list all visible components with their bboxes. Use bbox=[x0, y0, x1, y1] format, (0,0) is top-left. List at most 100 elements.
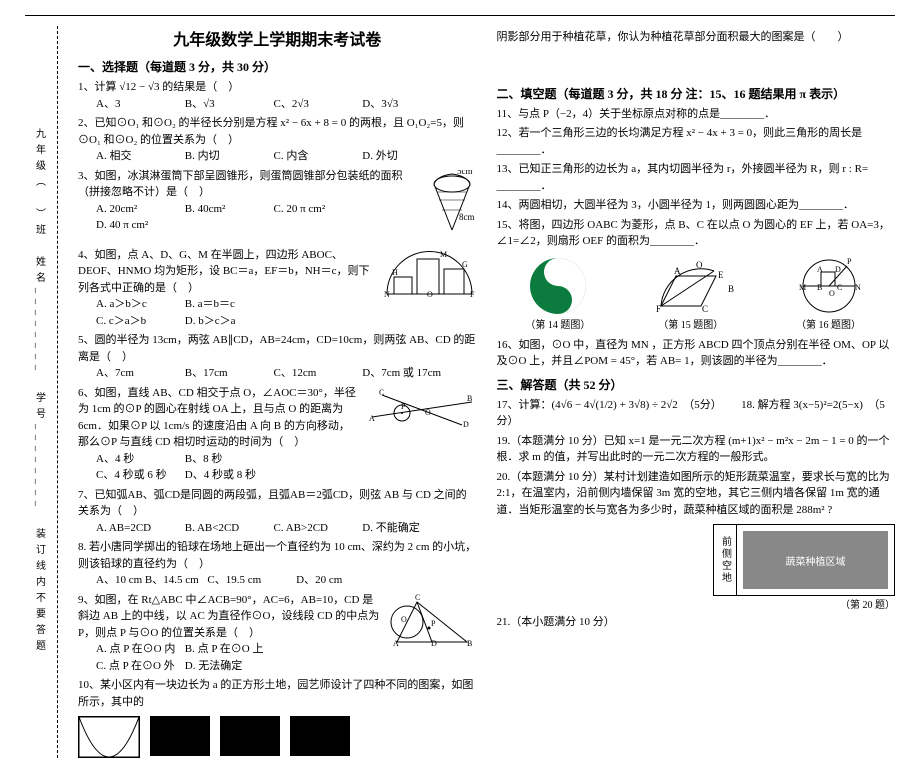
q3-B: B. 40cm² bbox=[185, 201, 265, 218]
q17-18: 17、计算：(4√6 − 4√(1/2) + 3√8) ÷ 2√2 （5分） 1… bbox=[497, 397, 896, 430]
svg-text:O: O bbox=[427, 290, 433, 299]
q1-B: B、√3 bbox=[185, 96, 265, 113]
q19: 19.（本题满分 10 分）已知 x=1 是一元二次方程 (m+1)x² − m… bbox=[497, 433, 896, 466]
q2: 2、已知⊙O₁ 和⊙O₂ 的半径长分别是方程 x² − 6x + 8 = 0 的… bbox=[78, 115, 477, 165]
q9-figure: A B C P D O bbox=[387, 594, 477, 649]
q2-C: C. 内含 bbox=[274, 148, 354, 165]
svg-text:F: F bbox=[656, 304, 661, 314]
svg-text:F: F bbox=[470, 290, 475, 299]
q6-C: C、4 秒或 6 秒 bbox=[96, 467, 176, 484]
fig20-caption: （第 20 题） bbox=[497, 596, 896, 611]
q9-B: B. 点 P 在⊙O 上 bbox=[185, 641, 265, 658]
q3: 5cm 8cm 3、如图，冰淇淋蛋筒下部呈圆锥形，则蛋筒圆锥部分包装纸的面积（拼… bbox=[78, 168, 477, 244]
q1-C: C、2√3 bbox=[274, 96, 354, 113]
svg-text:P: P bbox=[431, 619, 436, 628]
q1-A: A、3 bbox=[96, 96, 176, 113]
svg-text:C: C bbox=[415, 594, 420, 602]
q1: 1、计算 √12 − √3 的结果是（ ） A、3 B、√3 C、2√3 D、3… bbox=[78, 79, 477, 112]
fig14: （第 14 题图） bbox=[523, 256, 593, 331]
svg-text:P: P bbox=[401, 402, 406, 411]
svg-text:A: A bbox=[393, 639, 399, 648]
svg-text:M: M bbox=[440, 250, 447, 259]
svg-text:D: D bbox=[431, 639, 437, 648]
svg-text:C: C bbox=[837, 283, 842, 292]
svg-text:A: A bbox=[817, 265, 823, 274]
q4-C: C. c＞a＞b bbox=[96, 313, 176, 330]
q21: 21.（本小题满分 10 分） bbox=[497, 614, 896, 631]
section-3-head: 三、解答题（共 52 分） bbox=[497, 376, 896, 393]
q6-D: D、4 秒或 8 秒 bbox=[185, 467, 265, 484]
svg-text:D: D bbox=[463, 420, 469, 429]
q5-D: D、7cm 或 17cm bbox=[362, 365, 442, 382]
svg-text:H: H bbox=[392, 268, 398, 277]
q7-A: A. AB=2CD bbox=[96, 520, 176, 537]
svg-text:A: A bbox=[369, 414, 375, 423]
q3-D: D. 40 π cm² bbox=[96, 217, 176, 234]
fig15: F C E A O B （第 15 题图） bbox=[646, 256, 736, 331]
svg-text:P: P bbox=[847, 257, 852, 266]
pattern-4 bbox=[290, 716, 350, 756]
right-column: 阴影部分用于种植花草，你认为种植花草部分面积最大的图案是（ ） 二、填空题（每道… bbox=[497, 26, 896, 758]
q7-stem: 7、已知弧AB、弧CD是同圆的两段弧，且弧AB＝2弧CD，则弦 AB 与 CD … bbox=[78, 487, 477, 520]
svg-text:B: B bbox=[817, 283, 822, 292]
q6-A: A、4 秒 bbox=[96, 451, 176, 468]
q4-figure: N O F M G H bbox=[382, 249, 477, 299]
q9-C: C. 点 P 在⊙O 外 bbox=[96, 658, 176, 675]
q3-C: C. 20 π cm² bbox=[274, 201, 354, 218]
svg-text:E: E bbox=[718, 270, 724, 280]
q7-B: B. AB<2CD bbox=[185, 520, 265, 537]
fig16: M N O P A D B C （第 16 题图） bbox=[789, 256, 869, 331]
q20: 20.（本题满分 10 分）某村计划建造如图所示的矩形蔬菜温室，要求长与宽的比为… bbox=[497, 469, 896, 519]
q8-A: A、10 cm B、14.5 cm bbox=[96, 572, 199, 589]
greenhouse-main-label: 蔬菜种植区域 bbox=[743, 531, 888, 589]
svg-text:B: B bbox=[728, 284, 734, 294]
q17: 17、计算：(4√6 − 4√(1/2) + 3√8) ÷ 2√2 （5分） bbox=[497, 399, 717, 411]
q16: 16、如图，⊙O 中，直径为 MN ，正方形 ABCD 四个顶点分别在半径 OM… bbox=[497, 337, 896, 370]
greenhouse-left-label: 前侧空地 bbox=[714, 525, 737, 595]
q8: 8. 若小唐同学掷出的铅球在场地上砸出一个直径约为 10 cm、深约为 2 cm… bbox=[78, 539, 477, 589]
q4: N O F M G H 4、如图，点 A、D、G、M 在半圆上，四边形 ABOC… bbox=[78, 247, 477, 330]
q5-C: C、12cm bbox=[274, 365, 354, 382]
q15: 15、将图，四边形 OABC 为菱形，点 B、C 在以点 O 为圆心的 EF 上… bbox=[497, 217, 896, 250]
pattern-row bbox=[78, 716, 477, 758]
q8-D: D、20 cm bbox=[296, 572, 376, 589]
q11: 11、与点 P（−2，4）关于坐标原点对称的点是________． bbox=[497, 106, 896, 123]
q13: 13、已知正三角形的边长为 a，其内切圆半径为 r，外接圆半径为 R，则 r :… bbox=[497, 161, 896, 194]
q8-C: C、19.5 cm bbox=[207, 572, 287, 589]
q6-figure: P O A B C D bbox=[367, 387, 477, 429]
q14: 14、两圆相切，大圆半径为 3，小圆半径为 1，则两圆圆心距为________． bbox=[497, 197, 896, 214]
q6-B: B、8 秒 bbox=[185, 451, 265, 468]
q2-B: B. 内切 bbox=[185, 148, 265, 165]
cone-figure: 5cm 8cm bbox=[427, 170, 477, 242]
q7-D: D. 不能确定 bbox=[362, 520, 442, 537]
q2-A: A. 相交 bbox=[96, 148, 176, 165]
svg-text:A: A bbox=[674, 266, 681, 276]
figure-row: （第 14 题图） F C E A O B （第 15 题图） M bbox=[497, 256, 896, 331]
svg-text:5cm: 5cm bbox=[457, 170, 473, 176]
q4-A: A. a＞b＞c bbox=[96, 296, 176, 313]
binding-margin: 九年级（ ）班 姓名________ 学号________ 装订线内不要答题 bbox=[25, 26, 58, 758]
q5: 5、圆的半径为 13cm，两弦 AB∥CD，AB=24cm，CD=10cm，则两… bbox=[78, 332, 477, 382]
q5-stem: 5、圆的半径为 13cm，两弦 AB∥CD，AB=24cm，CD=10cm，则两… bbox=[78, 332, 477, 365]
section-1-head: 一、选择题（每道题 3 分，共 30 分） bbox=[78, 58, 477, 75]
q10: 10、某小区内有一块边长为 a 的正方形土地，园艺师设计了四种不同的图案，如图所… bbox=[78, 677, 477, 710]
pattern-2 bbox=[150, 716, 210, 756]
svg-text:B: B bbox=[467, 394, 472, 403]
section-2-head: 二、填空题（每道题 3 分，共 18 分 注：15、16 题结果用 π 表示） bbox=[497, 85, 896, 102]
svg-text:O: O bbox=[829, 289, 835, 298]
svg-text:N: N bbox=[384, 290, 390, 299]
svg-text:B: B bbox=[467, 639, 472, 648]
hint-top: 阴影部分用于种植花草，你认为种植花草部分面积最大的图案是（ ） bbox=[497, 29, 896, 46]
q9: A B C P D O 9、如图，在 Rt△ABC 中∠ACB=90°，AC=6… bbox=[78, 592, 477, 675]
svg-text:M: M bbox=[799, 283, 806, 292]
svg-text:O: O bbox=[401, 615, 407, 624]
exam-title: 九年级数学上学期期末考试卷 bbox=[78, 26, 477, 50]
svg-text:G: G bbox=[462, 260, 468, 269]
pattern-1 bbox=[78, 716, 140, 758]
q4-B: B. a＝b＝c bbox=[185, 296, 265, 313]
q4-D: D. b＞c＞a bbox=[185, 313, 265, 330]
q8-stem: 8. 若小唐同学掷出的铅球在场地上砸出一个直径约为 10 cm、深约为 2 cm… bbox=[78, 539, 477, 572]
q5-A: A、7cm bbox=[96, 365, 176, 382]
q7-C: C. AB>2CD bbox=[274, 520, 354, 537]
svg-text:N: N bbox=[855, 283, 861, 292]
